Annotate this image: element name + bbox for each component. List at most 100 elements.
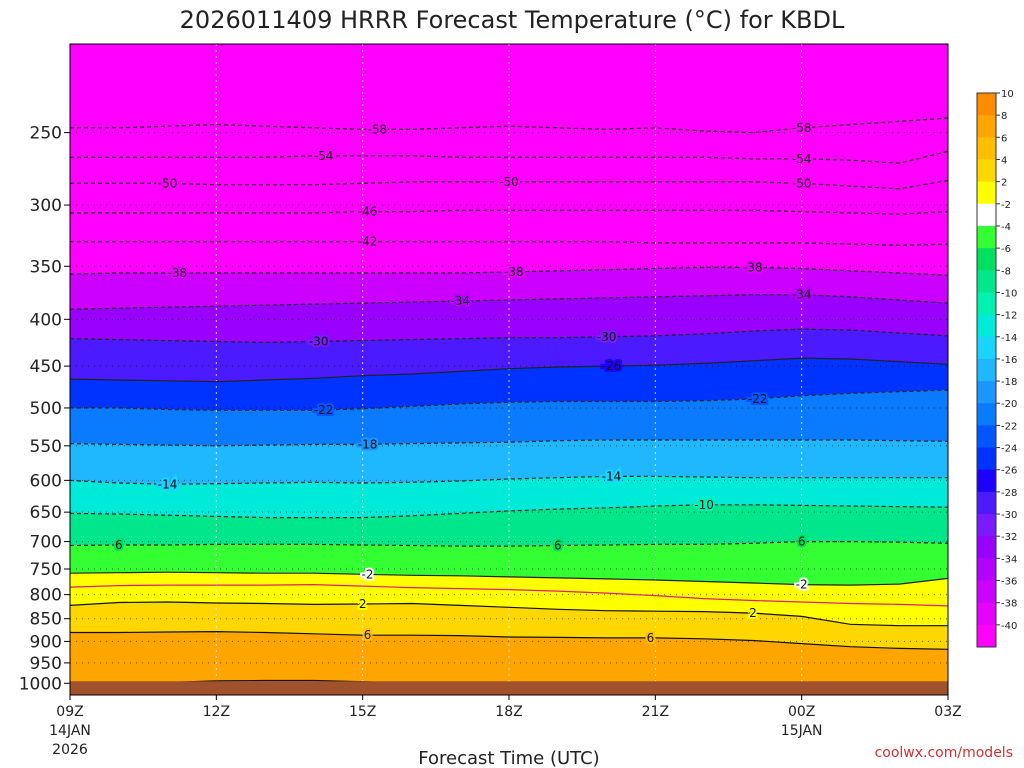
colorbar-label: -34 (1001, 554, 1017, 565)
y-tick-label: 600 (30, 471, 62, 491)
y-tick-label: 850 (30, 610, 62, 630)
colorbar-label: -30 (1001, 510, 1017, 521)
isotherm-label: -54 (792, 152, 812, 166)
colorbar-label: -16 (1001, 355, 1017, 366)
colorbar-swatch (977, 403, 996, 426)
y-tick-label: 350 (30, 257, 62, 277)
colorbar: -40-38-36-34-32-30-28-26-24-22-20-18-16-… (976, 89, 1017, 648)
colorbar-label: -26 (1001, 466, 1017, 477)
x-tick-label: 09Z (56, 704, 83, 720)
y-tick-label: 450 (30, 357, 62, 377)
isotherm-label: -58 (367, 122, 387, 136)
colorbar-swatch (977, 225, 996, 249)
y-tick-label: 400 (30, 310, 62, 330)
y-tick-label: 650 (30, 503, 62, 523)
isotherm-label: -10 (694, 498, 714, 512)
colorbar-swatch (977, 558, 996, 582)
isotherm-label: -18 (358, 437, 378, 451)
colorbar-swatch (977, 447, 996, 471)
colorbar-label: -12 (1001, 311, 1017, 322)
colorbar-swatch (977, 469, 996, 493)
isotherm-line (70, 630, 949, 650)
colorbar-label: -18 (1001, 377, 1017, 388)
isotherm-label: 6 (798, 535, 806, 549)
isotherm-label: -34 (792, 288, 812, 302)
isotherm-line (69, 601, 948, 627)
y-tick-label: 500 (30, 399, 62, 419)
colorbar-swatch (977, 602, 996, 626)
y-axis: 2503003504004505005506006507007508008509… (19, 124, 70, 694)
x-tick-sublabel: 14JAN (49, 723, 91, 739)
chart-title: 2026011409 HRRR Forecast Temperature (°C… (180, 6, 845, 34)
colorbar-label: -10 (1001, 288, 1017, 299)
isotherm-line (70, 209, 949, 215)
isotherm-label: -22 (748, 392, 768, 406)
y-tick-label: 700 (30, 533, 62, 553)
colorbar-label: -22 (1001, 421, 1017, 432)
colorbar-swatch (977, 381, 996, 404)
ground-layer (70, 681, 948, 695)
isotherm-label: -2 (362, 567, 374, 581)
isotherm-label: -30 (597, 330, 617, 344)
colorbar-label: -20 (1001, 399, 1017, 410)
isotherm-label: -30 (309, 334, 329, 348)
isotherm-line (69, 294, 949, 310)
isotherm-label: -34 (450, 294, 470, 308)
colorbar-swatch (977, 358, 996, 382)
isotherm-line (69, 475, 948, 485)
y-tick-label: 550 (30, 437, 62, 457)
colorbar-swatch (977, 336, 996, 360)
isotherm-label: 6 (364, 628, 372, 642)
colorbar-swatch (977, 491, 996, 515)
colorbar-label: -36 (1001, 577, 1017, 588)
isotherm-line (69, 439, 949, 447)
isotherm-label: -38 (168, 266, 188, 280)
y-tick-label: 800 (30, 586, 62, 606)
colorbar-swatch (977, 580, 996, 604)
isotherm-label: -50 (792, 176, 812, 190)
colorbar-swatch (977, 292, 996, 316)
colorbar-swatch (977, 159, 996, 183)
colorbar-label: 10 (1001, 89, 1014, 100)
colorbar-label: -2 (1001, 200, 1011, 211)
credit-link[interactable]: coolwx.com/models (875, 745, 1013, 761)
isotherm-line (70, 150, 949, 164)
x-tick-label: 03Z (934, 704, 961, 720)
isotherm-line (70, 241, 949, 246)
x-tick-label: 18Z (495, 704, 522, 720)
isotherm-label: 6 (647, 631, 655, 645)
isotherm-label: -38 (504, 265, 524, 279)
colorbar-swatch (977, 624, 996, 648)
isotherm-label: 6 (554, 539, 562, 553)
colorbar-label: -6 (1001, 244, 1011, 255)
x-tick-label: 00Z (788, 704, 815, 720)
colorbar-swatch (977, 248, 996, 271)
temperature-band (69, 210, 949, 246)
x-axis-label: Forecast Time (UTC) (418, 748, 599, 768)
isotherm-label: -42 (358, 235, 378, 249)
isotherm-line (70, 179, 949, 190)
isotherm-line (69, 571, 949, 586)
isotherm-label: -46 (358, 205, 378, 219)
colorbar-label: -38 (1001, 599, 1017, 610)
colorbar-swatch (977, 115, 996, 138)
isotherm-label: 2 (359, 597, 367, 611)
isotherm-label: 2 (749, 606, 757, 620)
colorbar-label: -28 (1001, 488, 1017, 499)
x-tick-label: 21Z (642, 704, 669, 720)
colorbar-label: -14 (1001, 333, 1017, 344)
isotherm-label: 6 (115, 538, 123, 552)
colorbar-swatch (977, 203, 996, 227)
colorbar-swatch (977, 93, 996, 116)
isotherm-label: -2 (796, 578, 808, 592)
colorbar-swatch (977, 425, 996, 449)
isotherm-label: -50 (158, 176, 178, 190)
isotherm-line (69, 541, 949, 547)
isotherm-label: -50 (499, 175, 519, 189)
y-tick-label: 900 (30, 632, 62, 652)
x-tick-sublabel: 15JAN (781, 723, 823, 739)
isotherm-line (69, 328, 949, 344)
y-tick-label: 300 (30, 196, 62, 216)
colorbar-label: -32 (1001, 532, 1017, 543)
